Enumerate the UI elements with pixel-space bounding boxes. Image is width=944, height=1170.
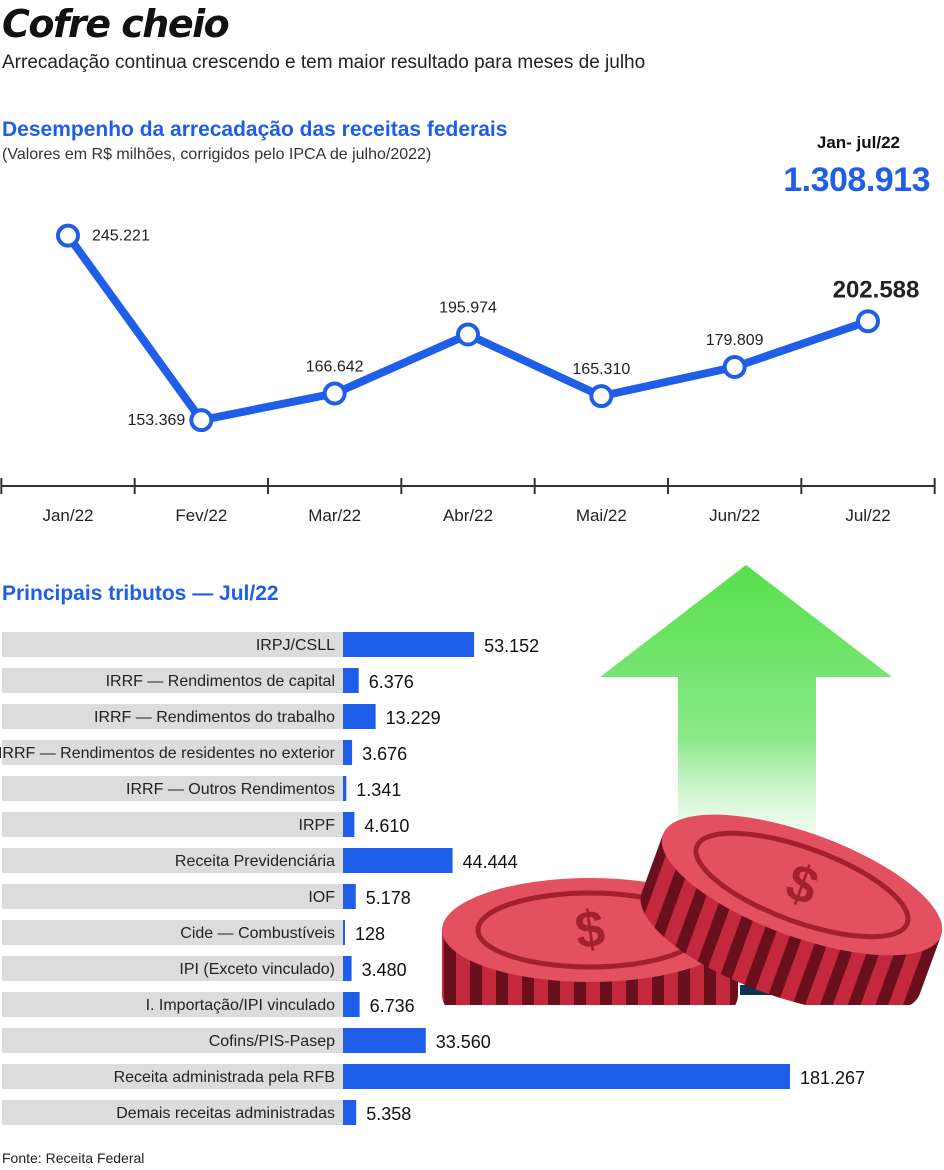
data-label: 202.588 <box>833 276 920 303</box>
bar-category-label: IRRF — Rendimentos de residentes no exte… <box>0 745 336 762</box>
x-tick-label: Mai/22 <box>576 506 627 525</box>
bar <box>343 920 345 945</box>
bar-label-track <box>2 740 343 765</box>
bar-value-label: 5.178 <box>366 888 411 908</box>
bar-label-track <box>2 776 343 801</box>
bar-value-label: 6.376 <box>369 672 414 692</box>
bar <box>343 1100 357 1125</box>
bar-label-track <box>2 848 343 873</box>
bar-category-label: IOF <box>308 889 335 906</box>
bar-category-label: Receita administrada pela RFB <box>114 1069 335 1086</box>
data-label: 179.809 <box>706 332 764 349</box>
data-point <box>56 223 80 248</box>
data-label: 153.369 <box>127 412 185 429</box>
bar-category-label: IRRF — Rendimentos de capital <box>106 673 335 690</box>
bar-value-label: 181.267 <box>800 1068 865 1088</box>
bar-category-label: IRRF — Rendimentos do trabalho <box>94 709 335 726</box>
bar-category-label: Receita Previdenciária <box>175 853 335 870</box>
bar <box>343 884 356 909</box>
page-title: Cofre cheio <box>2 2 230 46</box>
up-arrow-icon <box>600 565 892 885</box>
bar-label-track <box>2 632 343 657</box>
data-point <box>189 408 214 433</box>
source-note: Fonte: Receita Federal <box>2 1150 145 1166</box>
data-point <box>722 355 747 380</box>
bar-category-label: IRPF <box>299 817 336 834</box>
x-tick-label: Mar/22 <box>308 506 361 525</box>
bar-chart-title: Principais tributos — Jul/22 <box>2 582 279 605</box>
bar-category-label: Demais receitas administradas <box>116 1105 335 1122</box>
bar-category-label: Cofins/PIS-Pasep <box>209 1033 335 1050</box>
data-point <box>456 322 480 347</box>
bar-label-track <box>2 1100 343 1125</box>
x-tick-label: Jan/22 <box>42 506 93 525</box>
bar-label-track <box>2 812 343 837</box>
bar-value-label: 4.610 <box>364 816 409 836</box>
bar-value-label: 33.560 <box>436 1032 491 1052</box>
data-label: 165.310 <box>572 361 630 378</box>
bar <box>343 632 475 657</box>
x-tick-label: Abr/22 <box>443 506 493 525</box>
bar-label-track <box>2 1064 343 1089</box>
growth-illustration: $ $ <box>442 565 943 1005</box>
bar-label-track <box>2 668 343 693</box>
total-label: Jan- jul/22 <box>816 133 900 152</box>
bar-label-track <box>2 1028 343 1053</box>
bar-value-label: 53.152 <box>484 636 539 656</box>
bar <box>343 704 376 729</box>
bar-label-track <box>2 704 343 729</box>
total-value: 1.308.913 <box>783 161 930 199</box>
data-point <box>589 384 614 409</box>
coin-stack-icon: $ $ <box>442 814 943 1005</box>
x-tick-label: Jul/22 <box>845 506 890 525</box>
bar-category-label: IRRF — Outros Rendimentos <box>126 781 335 798</box>
bar-value-label: 1.341 <box>356 780 401 800</box>
bar-category-label: IRPJ/CSLL <box>256 637 335 654</box>
data-label: 195.974 <box>439 300 497 317</box>
data-label: 245.221 <box>92 228 150 245</box>
bar-value-label: 3.480 <box>362 960 407 980</box>
bar <box>343 776 347 801</box>
bar <box>343 812 355 837</box>
bar <box>343 1064 790 1089</box>
x-tick-label: Fev/22 <box>175 506 227 525</box>
bar-value-label: 128 <box>355 924 385 944</box>
line-chart-note: (Valores em R$ milhões, corrigidos pelo … <box>2 146 432 163</box>
bar-label-track <box>2 884 343 909</box>
data-point <box>322 381 347 406</box>
bar <box>343 956 352 981</box>
x-tick-label: Jun/22 <box>709 506 760 525</box>
bar <box>343 848 453 873</box>
bar-chart: IRPJ/CSLL 53.152 IRRF — Rendimentos de cap… <box>0 632 865 1125</box>
bar-value-label: 5.358 <box>366 1104 411 1124</box>
data-point <box>856 309 880 334</box>
bar <box>343 740 353 765</box>
bar-category-label: I. Importação/IPI vinculado <box>146 997 336 1014</box>
bar-label-track <box>2 956 343 981</box>
bar <box>343 1028 426 1053</box>
page-subtitle: Arrecadação continua crescendo e tem mai… <box>2 52 646 73</box>
bar <box>343 668 359 693</box>
bar-value-label: 13.229 <box>386 708 441 728</box>
bar-value-label: 3.676 <box>362 744 407 764</box>
data-label: 166.642 <box>306 358 364 375</box>
bar-label-track <box>2 992 343 1017</box>
bar-category-label: IPI (Exceto vinculado) <box>179 961 335 978</box>
bar-label-track <box>2 920 343 945</box>
line-chart-title: Desempenho da arrecadação das receitas f… <box>2 118 508 141</box>
bar-category-label: Cide — Combustíveis <box>180 925 335 942</box>
line-chart: 245.221 Jan/22 153.369 Fev/22 166.642 Mar/22 1… <box>0 223 936 525</box>
bar-value-label: 6.736 <box>370 996 415 1016</box>
bar <box>343 992 360 1017</box>
bar-value-label: 44.444 <box>463 852 518 872</box>
